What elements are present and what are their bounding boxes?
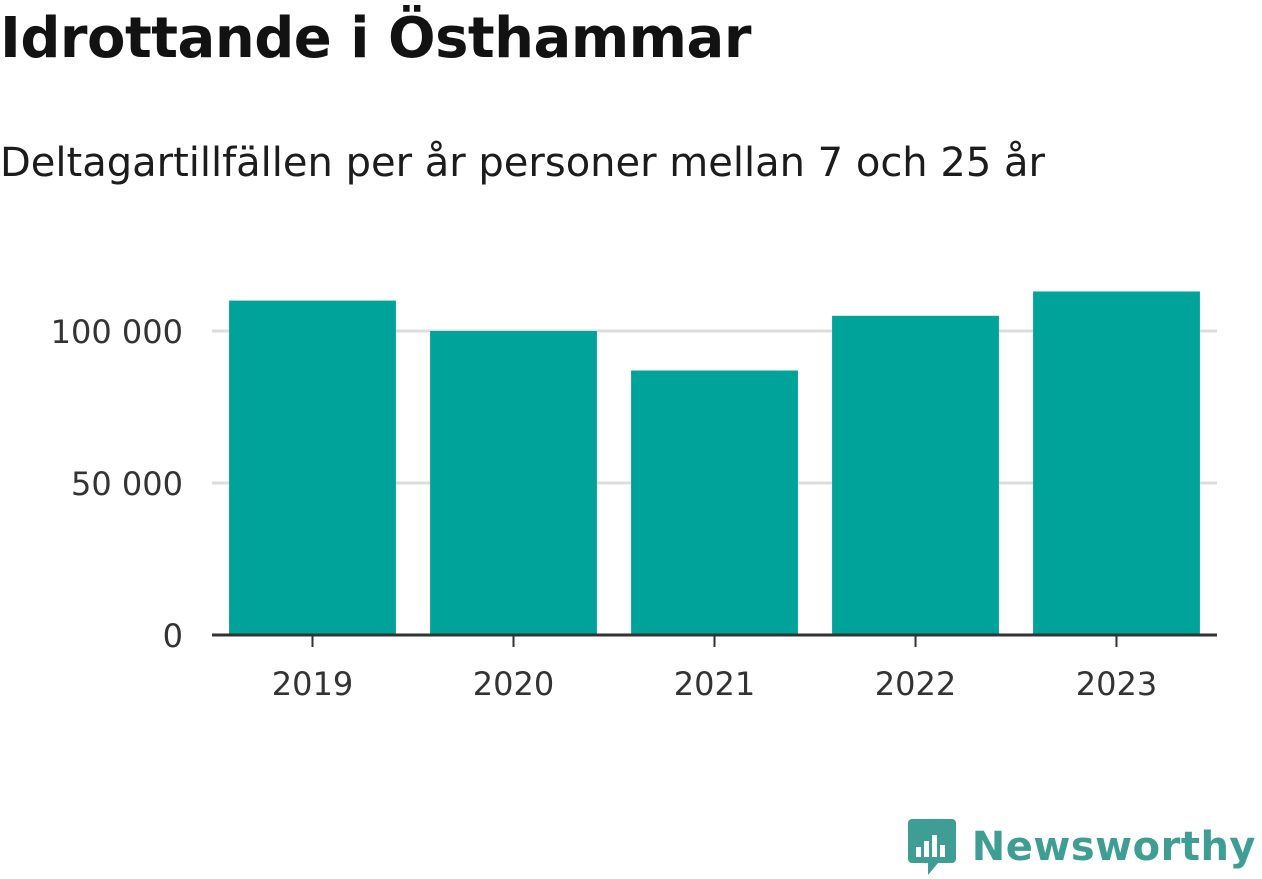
chart-subtitle: Deltagartillfällen per år personer mella… <box>0 140 1045 186</box>
chart-title: Idrottande i Östhammar <box>0 6 751 71</box>
bar-2021 <box>631 370 798 635</box>
x-tick-label-2019: 2019 <box>272 665 353 703</box>
bars <box>229 291 1200 635</box>
x-tick-label-2023: 2023 <box>1076 665 1157 703</box>
y-tick-label-1: 50 000 <box>71 465 183 503</box>
bar-2019 <box>229 300 396 635</box>
bar-2022 <box>832 315 999 635</box>
x-tick-label-2022: 2022 <box>875 665 956 703</box>
bar-chart-speech-bubble-icon <box>907 819 956 875</box>
brand-name: Newsworthy <box>971 824 1256 870</box>
tick-labels: 2019 2020 2021 2022 2023 0 50 000 100 000 <box>51 313 1158 703</box>
x-tick-label-2021: 2021 <box>674 665 755 703</box>
y-tick-label-2: 100 000 <box>51 313 183 351</box>
newsworthy-logo: Newsworthy <box>906 817 1256 877</box>
bar-2023 <box>1033 291 1200 635</box>
bar-2020 <box>430 331 597 635</box>
y-tick-label-0: 0 <box>163 617 183 655</box>
axes <box>212 633 1217 647</box>
x-tick-label-2020: 2020 <box>473 665 554 703</box>
